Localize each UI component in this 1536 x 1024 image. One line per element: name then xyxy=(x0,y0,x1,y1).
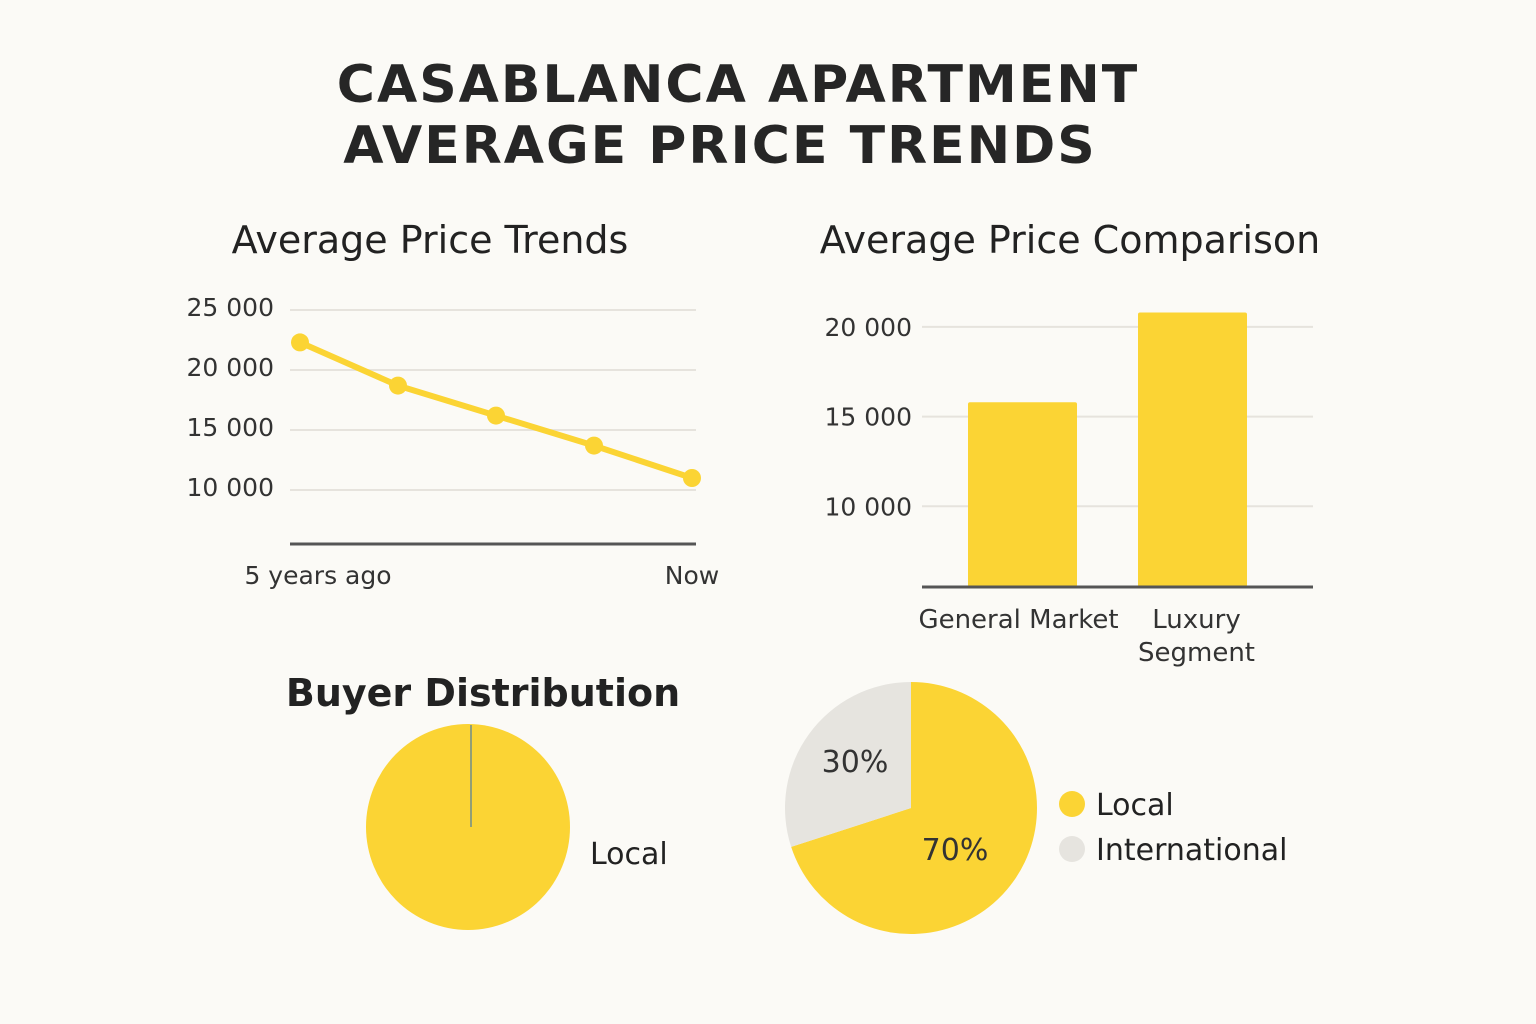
bar-chart-title: Average Price Comparison xyxy=(820,218,1320,262)
legend-label-local: Local xyxy=(1096,788,1174,823)
line-chart-y-tick: 25 000 xyxy=(187,293,274,322)
line-chart-gridlines xyxy=(290,309,696,491)
pie-chart-2-label-local: 70% xyxy=(922,833,989,868)
pie-chart-1-title: Buyer Distribution xyxy=(286,671,680,715)
line-chart-y-tick: 10 000 xyxy=(187,473,274,502)
pie-chart-local-international: 30% 70% Local International xyxy=(785,682,1287,935)
bar-chart-category-label: General Market xyxy=(918,605,1118,635)
line-chart-y-tick: 15 000 xyxy=(187,413,274,442)
legend-swatch-local xyxy=(1059,791,1085,817)
pie-chart-2-slice-local xyxy=(791,682,1037,935)
line-chart-point xyxy=(291,333,309,352)
pie-chart-2-label-international: 30% xyxy=(822,745,889,780)
line-chart-point xyxy=(487,406,505,425)
bar-chart-y-tick: 10 000 xyxy=(825,492,912,521)
line-chart-point xyxy=(585,436,603,455)
bar-chart-category-label: Segment xyxy=(1138,638,1255,668)
page-title-line-2: AVERAGE PRICE TRENDS xyxy=(343,116,1097,176)
bar-chart-y-tick: 20 000 xyxy=(825,313,912,342)
pie-chart-2-slice-international xyxy=(785,682,911,847)
bar-chart-category-label: Luxury xyxy=(1152,605,1240,635)
line-chart-x-label-start: 5 years ago xyxy=(244,561,391,590)
legend-label-international: International xyxy=(1096,833,1287,868)
bar-chart-y-tick: 15 000 xyxy=(825,403,912,432)
pie-chart-1-slice-local xyxy=(366,724,570,930)
pie-chart-buyer-distribution: Buyer Distribution Local xyxy=(286,671,680,930)
pie-chart-2-slices xyxy=(785,682,1037,935)
line-chart: Average Price Trends 25 000 20 000 15 000 1… xyxy=(187,218,720,590)
pie-chart-1-slices xyxy=(366,724,570,930)
line-chart-x-label-end: Now xyxy=(665,561,719,590)
line-chart-title: Average Price Trends xyxy=(232,218,629,262)
bar-chart-bar xyxy=(1138,312,1247,587)
line-chart-y-tick: 20 000 xyxy=(187,353,274,382)
bar-chart: Average Price Comparison 20 000 15 000 10 … xyxy=(820,218,1320,668)
line-chart-points xyxy=(291,333,701,487)
bar-chart-bars xyxy=(968,312,1247,587)
bar-chart-y-ticks: 20 000 15 000 10 000 xyxy=(825,313,912,521)
pie-chart-1-label: Local xyxy=(590,837,668,872)
line-chart-point xyxy=(683,469,701,487)
page-title-line-1: CASABLANCA APARTMENT xyxy=(337,55,1139,115)
bar-chart-bar xyxy=(968,402,1077,587)
line-chart-point xyxy=(389,376,407,395)
line-chart-y-ticks: 25 000 20 000 15 000 10 000 xyxy=(187,293,274,502)
legend-swatch-international xyxy=(1059,836,1085,862)
